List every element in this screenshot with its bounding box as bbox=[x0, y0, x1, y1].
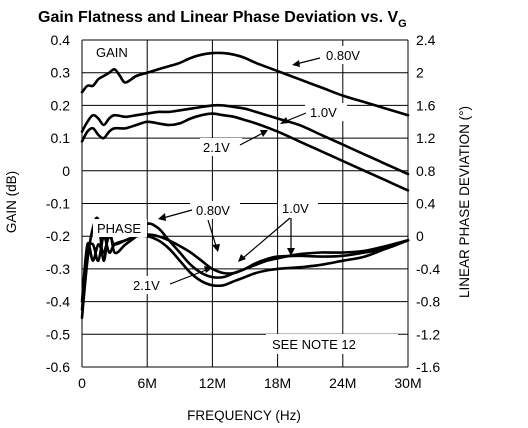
arrowhead bbox=[204, 266, 212, 273]
arrowhead bbox=[212, 244, 220, 252]
phase-10v-label: 1.0V bbox=[282, 201, 309, 216]
arrowhead bbox=[158, 213, 166, 221]
arrowhead bbox=[260, 130, 268, 137]
pointer-phase-080v-b bbox=[207, 219, 217, 247]
annotations: GAIN PHASE 0.80V 1.0V 2.1V 0.80V 1.0V 2.… bbox=[92, 43, 398, 354]
y-right-tick-label: -0.8 bbox=[416, 294, 440, 310]
x-tick-label: 18M bbox=[264, 375, 291, 391]
gain-21v-label: 2.1V bbox=[203, 140, 230, 155]
grid bbox=[81, 39, 409, 368]
phase-080v-label: 0.80V bbox=[196, 203, 230, 218]
y-left-tick-label: -0.1 bbox=[46, 196, 70, 212]
gain-curve-10v bbox=[80, 103, 410, 176]
pointer-phase-21v bbox=[169, 269, 207, 285]
y-right-tick-label: 0.4 bbox=[416, 196, 436, 212]
arrowhead bbox=[292, 60, 300, 67]
x-tick-label: 0 bbox=[78, 375, 86, 391]
y-axis-right-label: LINEAR PHASE DEVIATION (°) bbox=[457, 106, 472, 298]
y-axis-right-ticks: 2.4 2 1.6 1.2 0.8 0.4 0 -0.4 -0.8 -1.2 -1.6 bbox=[416, 32, 440, 375]
phase-21v-label: 2.1V bbox=[133, 278, 160, 293]
y-left-tick-label: -0.2 bbox=[46, 228, 70, 244]
y-right-tick-label: 1.2 bbox=[416, 130, 436, 146]
y-left-tick-label: -0.4 bbox=[46, 294, 70, 310]
y-left-tick-label: 0.2 bbox=[51, 97, 71, 113]
y-axis-left-ticks: 0.4 0.3 0.2 0.1 0 -0.1 -0.2 -0.3 -0.4 -0.5 -0.6 bbox=[46, 32, 70, 375]
y-left-tick-label: -0.6 bbox=[46, 359, 70, 375]
y-left-tick-label: 0.3 bbox=[51, 65, 71, 81]
chart-title: Gain Flatness and Linear Phase Deviation… bbox=[38, 9, 407, 30]
x-axis-ticks: 0 6M 12M 18M 24M 30M bbox=[78, 375, 422, 391]
y-right-tick-label: 2.4 bbox=[416, 32, 436, 48]
pointer-gain-21v bbox=[239, 132, 264, 146]
note-label: SEE NOTE 12 bbox=[272, 337, 356, 352]
series-layer bbox=[80, 51, 410, 320]
y-right-tick-label: 0.8 bbox=[416, 163, 436, 179]
y-right-tick-label: -0.4 bbox=[416, 261, 440, 277]
arrowhead bbox=[287, 248, 295, 256]
x-tick-label: 30M bbox=[394, 375, 421, 391]
gain-curve-21v bbox=[80, 112, 410, 192]
x-tick-label: 24M bbox=[329, 375, 356, 391]
y-right-tick-label: 0 bbox=[416, 228, 424, 244]
gain-10v-label: 1.0V bbox=[310, 105, 337, 120]
gain-label: GAIN bbox=[96, 45, 128, 60]
x-axis-label: FREQUENCY (Hz) bbox=[187, 408, 301, 423]
pointer-phase-10v-a bbox=[242, 217, 291, 259]
y-left-tick-label: -0.5 bbox=[46, 326, 70, 342]
phase-curve-21v bbox=[80, 234, 410, 312]
y-axis-left-label: GAIN (dB) bbox=[4, 171, 19, 233]
y-right-tick-label: 2 bbox=[416, 65, 424, 81]
pointer-phase-080v-a bbox=[162, 209, 193, 219]
y-right-tick-label: -1.6 bbox=[416, 359, 440, 375]
y-right-tick-label: -1.2 bbox=[416, 326, 440, 342]
y-left-tick-label: 0.4 bbox=[51, 32, 71, 48]
phase-label: PHASE bbox=[97, 221, 141, 236]
y-right-tick-label: 1.6 bbox=[416, 97, 436, 113]
gain-080v-label: 0.80V bbox=[326, 48, 360, 63]
x-tick-label: 12M bbox=[199, 375, 226, 391]
y-left-tick-label: 0.1 bbox=[51, 130, 71, 146]
x-tick-label: 6M bbox=[137, 375, 156, 391]
arrowhead bbox=[280, 117, 289, 124]
y-left-tick-label: -0.3 bbox=[46, 261, 70, 277]
y-left-tick-label: 0 bbox=[62, 163, 70, 179]
pointer-gain-080v bbox=[295, 57, 321, 65]
arrowhead bbox=[238, 254, 246, 262]
gain-curve-080v bbox=[80, 51, 410, 117]
